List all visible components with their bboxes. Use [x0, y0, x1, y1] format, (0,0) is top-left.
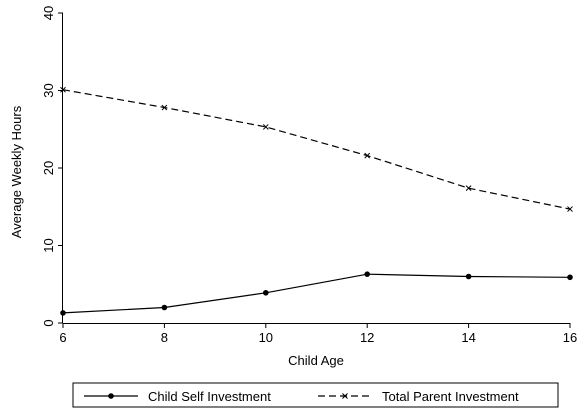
y-tick-label: 40	[41, 6, 56, 20]
x-axis-ticks: 6 8 10 12 14 16	[59, 323, 577, 345]
y-axis-title: Average Weekly Hours	[9, 105, 24, 238]
legend-label-parent: Total Parent Investment	[382, 389, 519, 404]
data-point	[161, 104, 168, 111]
data-point	[161, 304, 168, 311]
legend-label-child-self: Child Self Investment	[148, 389, 271, 404]
legend-box	[72, 382, 559, 408]
legend-marker-parent	[342, 393, 348, 399]
legend-marker-child-self	[108, 393, 114, 399]
data-point	[567, 274, 573, 281]
y-tick-label: 10	[41, 238, 56, 252]
y-tick-label: 30	[41, 83, 56, 97]
data-point	[567, 206, 573, 212]
x-tick-label: 10	[259, 330, 273, 345]
x-tick-label: 12	[360, 330, 374, 345]
x-tick-label: 6	[59, 330, 66, 345]
data-point	[465, 273, 472, 280]
x-tick-label: 14	[461, 330, 475, 345]
y-tick-label: 20	[41, 161, 56, 175]
x-tick-label: 16	[563, 330, 577, 345]
data-point	[364, 271, 371, 277]
x-tick-label: 8	[161, 330, 168, 345]
data-point	[60, 310, 66, 316]
data-point	[262, 124, 269, 130]
series-group	[60, 86, 573, 316]
series-line-0	[62, 273, 571, 314]
data-point	[364, 152, 371, 159]
data-point	[60, 86, 66, 93]
data-point	[263, 289, 269, 296]
series-line-1	[62, 89, 571, 210]
y-tick-label: 0	[41, 319, 56, 326]
x-axis-title: Child Age	[288, 353, 344, 368]
legend: Child Self Investment Total Parent Inves…	[72, 382, 559, 408]
y-axis-ticks: 0 10 20 30 40	[41, 6, 63, 327]
data-point	[465, 185, 472, 192]
